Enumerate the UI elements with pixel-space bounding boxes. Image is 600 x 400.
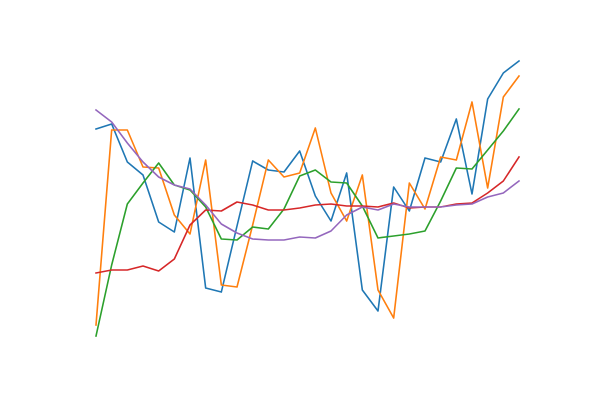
- series-line: [94, 108, 521, 241]
- series-line: [95, 74, 521, 326]
- series-line: [95, 107, 521, 337]
- series-line: [94, 59, 521, 312]
